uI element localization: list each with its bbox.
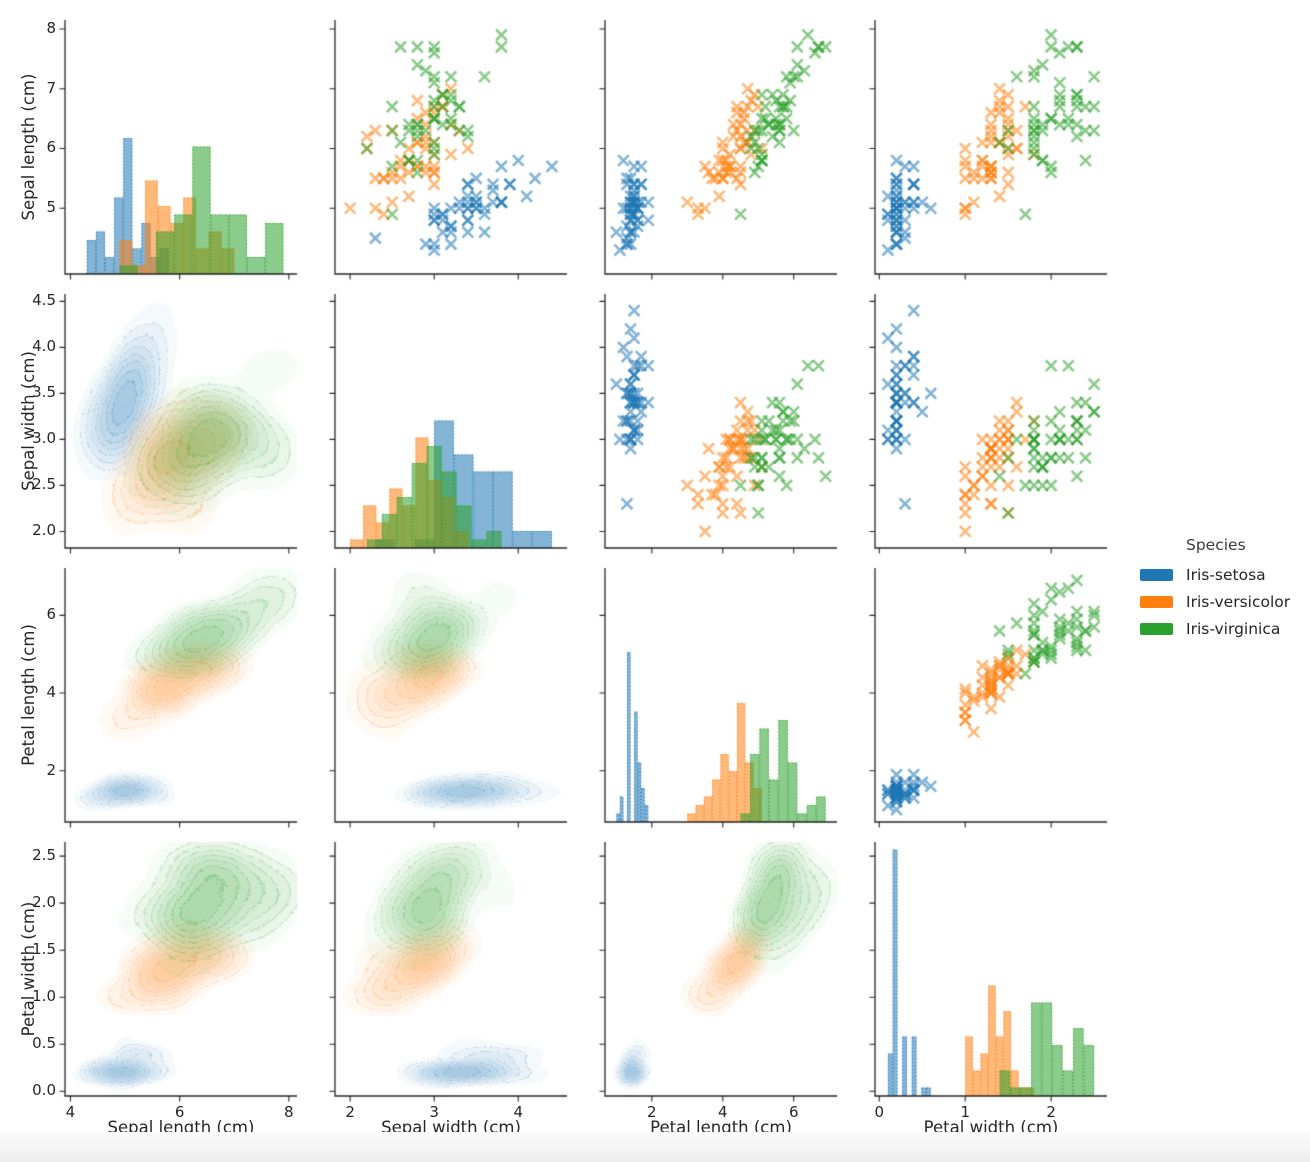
legend-swatch-virginica-icon: [1140, 622, 1173, 635]
x-tick-label: 2: [345, 1103, 355, 1121]
legend: Species Iris-setosa Iris-versicolor Iris…: [1140, 536, 1308, 642]
legend-title: Species: [1186, 536, 1246, 554]
legend-swatch-setosa-icon: [1140, 568, 1173, 581]
x-tick-label: 4: [717, 1103, 728, 1121]
x-tick-label: 6: [174, 1103, 185, 1121]
x-tick-label: 3: [429, 1103, 439, 1121]
legend-label-virginica: Iris-virginica: [1186, 619, 1281, 638]
legend-label-setosa: Iris-setosa: [1186, 565, 1266, 584]
y-tick-label: 3.5: [32, 383, 56, 402]
y-tick-label: 5: [46, 198, 56, 217]
x-tick-label: 4: [65, 1103, 76, 1121]
y-tick-label: 4.5: [32, 291, 56, 310]
y-tick-label: 0.5: [32, 1034, 56, 1053]
y-axis-title-petal-length: Petal length (cm): [19, 624, 38, 766]
y-tick-label: 8: [46, 18, 56, 37]
y-tick-label: 2.5: [32, 846, 56, 865]
x-tick-label: 4: [513, 1103, 523, 1121]
y-tick-label: 1.0: [32, 987, 56, 1006]
legend-entry-versicolor: Iris-versicolor: [1140, 588, 1308, 615]
y-tick-label: 2: [46, 760, 56, 779]
y-tick-label: 0.0: [32, 1081, 56, 1100]
y-tick-label: 6: [46, 138, 56, 157]
page-background-strip: [0, 1132, 1310, 1162]
y-tick-label: 2.0: [32, 893, 56, 912]
y-tick-label: 2.5: [32, 475, 56, 494]
legend-entry-setosa: Iris-setosa: [1140, 561, 1308, 588]
legend-label-versicolor: Iris-versicolor: [1186, 592, 1291, 611]
x-tick-label: 1: [960, 1103, 970, 1121]
y-tick-label: 3.0: [32, 429, 56, 448]
legend-entry-virginica: Iris-virginica: [1140, 615, 1308, 642]
x-tick-label: 8: [284, 1103, 294, 1121]
legend-swatch-versicolor-icon: [1140, 595, 1173, 608]
x-tick-label: 0: [874, 1103, 885, 1121]
y-axis-title-petal-width: Petal width (cm): [19, 901, 38, 1037]
y-axis-title-sepal-length: Sepal length (cm): [19, 73, 38, 221]
x-tick-label: 2: [1046, 1103, 1056, 1121]
x-tick-label: 2: [647, 1103, 657, 1121]
y-tick-label: 2.0: [32, 521, 56, 540]
y-tick-label: 1.5: [32, 940, 56, 959]
y-tick-label: 7: [46, 78, 56, 97]
y-tick-label: 4: [46, 683, 56, 702]
y-tick-label: 4.0: [32, 337, 56, 356]
x-tick-label: 6: [788, 1103, 799, 1121]
y-axis-title-sepal-width: Sepal width (cm): [19, 351, 38, 491]
y-tick-label: 6: [46, 605, 56, 624]
